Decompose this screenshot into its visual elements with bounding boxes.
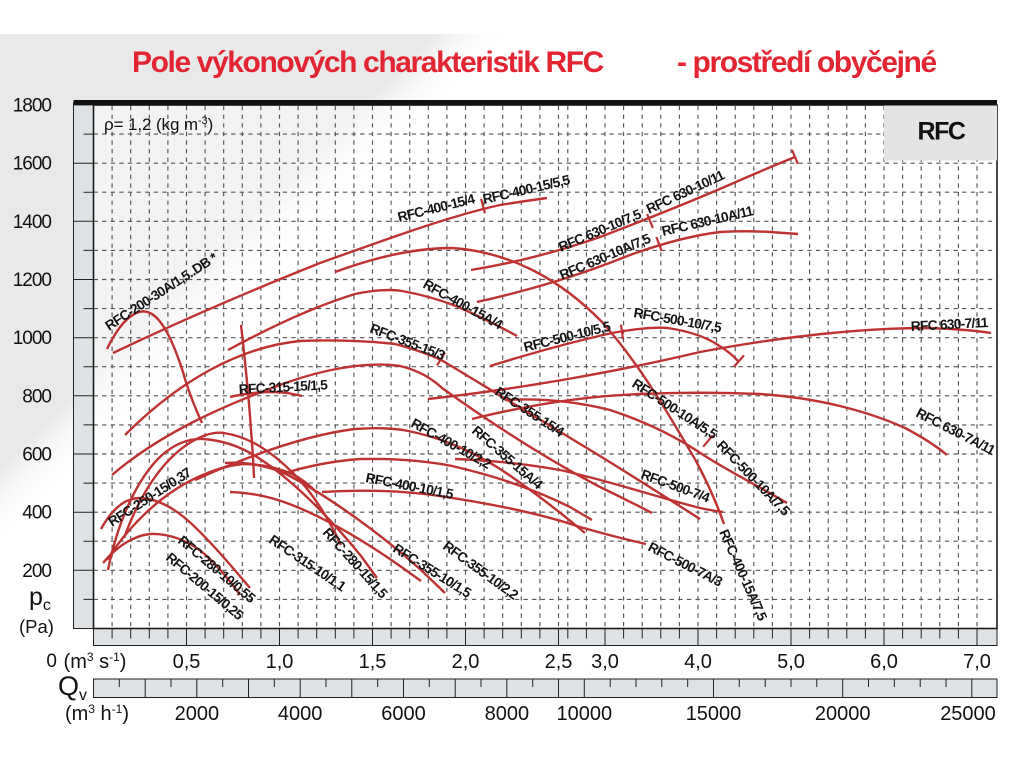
- svg-text:1800: 1800: [13, 96, 52, 117]
- svg-text:RFC 630-7/11: RFC 630-7/11: [910, 315, 989, 334]
- svg-text:2,0: 2,0: [452, 651, 480, 673]
- svg-text:6,0: 6,0: [870, 651, 898, 673]
- svg-text:400: 400: [22, 503, 51, 524]
- svg-text:- prostředí obyčejné: - prostředí obyčejné: [677, 46, 936, 79]
- svg-text:1400: 1400: [13, 212, 52, 233]
- svg-text:4,0: 4,0: [684, 651, 712, 673]
- svg-text:1,0: 1,0: [266, 651, 294, 673]
- svg-text:200: 200: [22, 561, 51, 582]
- svg-text:(m3 s-1): (m3 s-1): [64, 650, 127, 673]
- svg-text:6000: 6000: [381, 703, 426, 725]
- svg-text:3,0: 3,0: [591, 651, 619, 673]
- svg-text:2000: 2000: [175, 703, 220, 725]
- svg-text:2,5: 2,5: [545, 651, 573, 673]
- svg-text:7,0: 7,0: [963, 651, 991, 673]
- svg-text:25000: 25000: [940, 703, 996, 725]
- svg-text:20000: 20000: [815, 703, 871, 725]
- svg-text:Pole výkonových charakteristik: Pole výkonových charakteristik RFC: [132, 46, 604, 79]
- svg-text:RFC-315-15/1,5: RFC-315-15/1,5: [238, 377, 328, 397]
- svg-text:800: 800: [22, 386, 51, 407]
- svg-text:8000: 8000: [485, 703, 530, 725]
- svg-text:0,5: 0,5: [173, 651, 201, 673]
- svg-text:(Pa): (Pa): [19, 616, 54, 637]
- svg-text:5,0: 5,0: [777, 651, 805, 673]
- svg-text:1,5: 1,5: [359, 651, 387, 673]
- svg-text:RFC: RFC: [918, 118, 966, 146]
- svg-text:10000: 10000: [557, 703, 613, 725]
- svg-text:15000: 15000: [686, 703, 742, 725]
- svg-text:1600: 1600: [13, 154, 52, 175]
- svg-text:600: 600: [22, 444, 51, 465]
- svg-text:4000: 4000: [278, 703, 323, 725]
- svg-text:1200: 1200: [13, 270, 52, 291]
- svg-text:ρ= 1,2 (kg m-3): ρ= 1,2 (kg m-3): [104, 115, 213, 134]
- svg-text:0: 0: [46, 651, 57, 672]
- svg-text:1000: 1000: [13, 328, 52, 349]
